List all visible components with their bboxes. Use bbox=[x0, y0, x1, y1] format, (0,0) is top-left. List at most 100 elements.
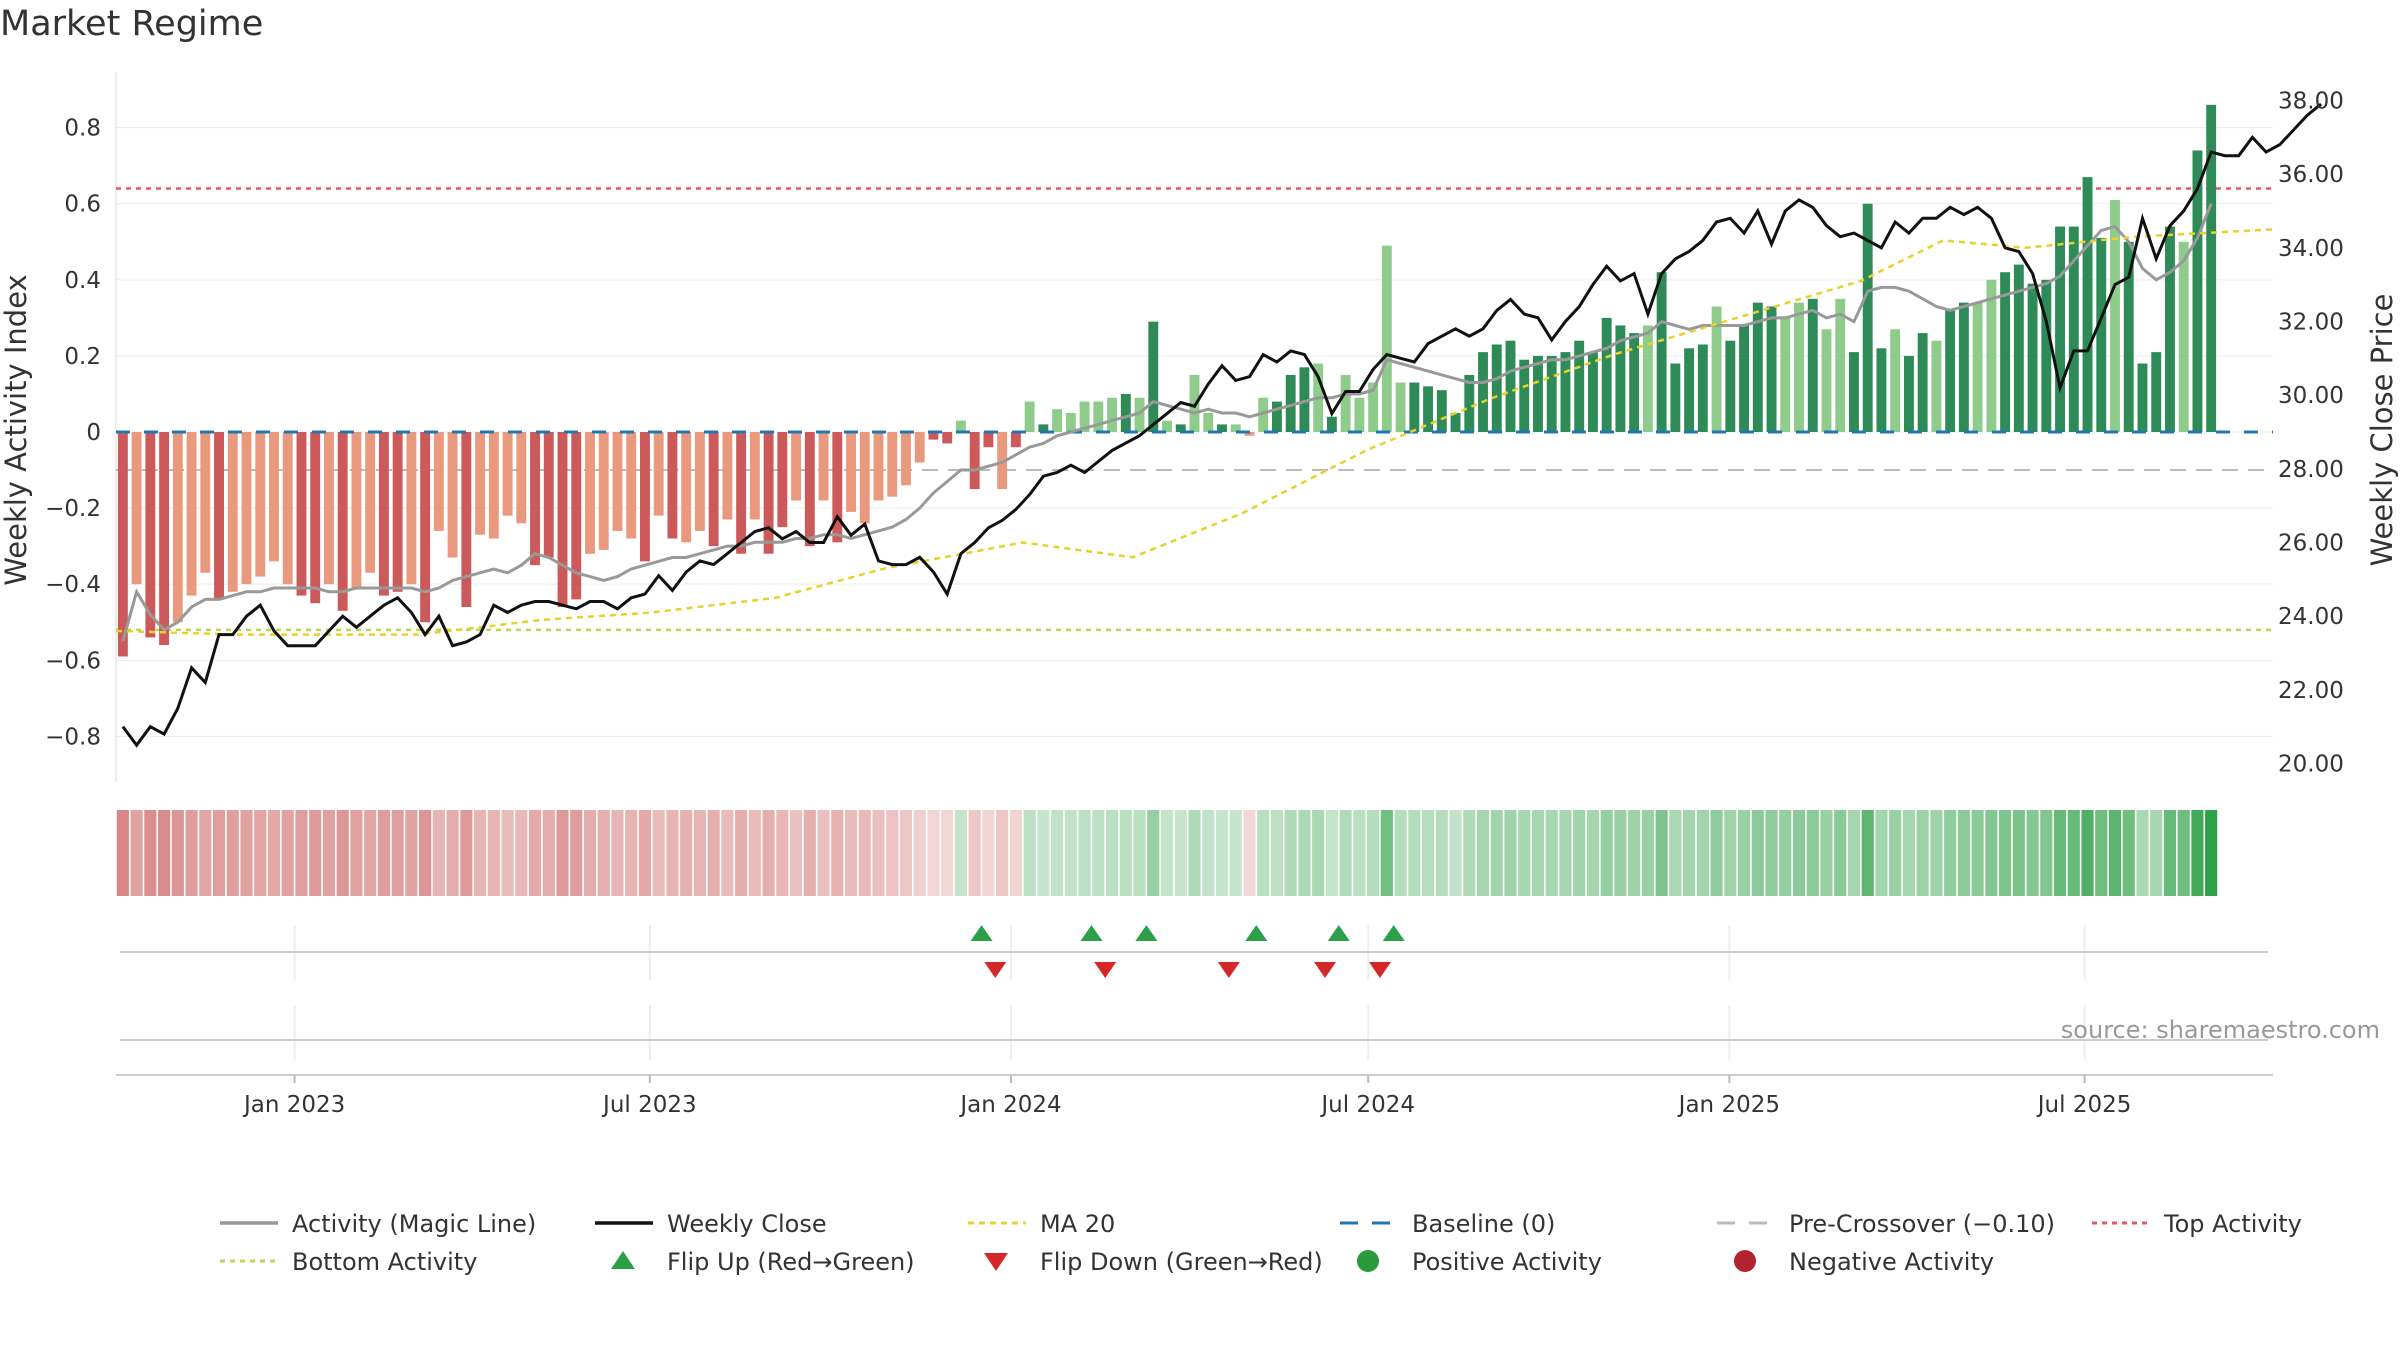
activity-bar bbox=[2013, 264, 2024, 432]
regime-strip-cell bbox=[2095, 810, 2108, 896]
regime-strip-cell bbox=[212, 810, 226, 896]
activity-bar bbox=[681, 432, 692, 543]
regime-strip-cell bbox=[1737, 810, 1751, 896]
activity-bar bbox=[1917, 333, 1928, 432]
regime-strip-cell bbox=[1957, 810, 1970, 896]
flip-up-marker bbox=[1245, 925, 1268, 941]
activity-bar bbox=[997, 432, 1008, 490]
regime-strip-cell bbox=[666, 810, 679, 896]
regime-strip-cell bbox=[254, 810, 267, 896]
regime-strip-cell bbox=[1806, 810, 1819, 896]
regime-strip-cell bbox=[1339, 810, 1352, 896]
activity-bar bbox=[1381, 245, 1392, 432]
regime-strip-cell bbox=[1133, 810, 1146, 896]
activity-bar bbox=[1024, 401, 1035, 432]
y-tick-right: 38.00 bbox=[2278, 88, 2344, 114]
y-tick-left: −0.8 bbox=[45, 724, 101, 750]
regime-strip-cell bbox=[1325, 810, 1338, 896]
regime-strip-cell bbox=[240, 810, 253, 896]
activity-bar bbox=[1560, 352, 1571, 432]
regime-strip-cell bbox=[487, 810, 500, 896]
activity-bar bbox=[282, 432, 293, 585]
regime-strip-cell bbox=[1119, 810, 1132, 896]
activity-bar bbox=[1217, 424, 1227, 432]
activity-bar bbox=[2055, 226, 2065, 432]
activity-bar bbox=[1436, 390, 1447, 432]
y-axis-label-left: Weekly Activity Index bbox=[0, 274, 33, 585]
regime-strip-cell bbox=[1944, 810, 1957, 896]
regime-strip-cell bbox=[1270, 810, 1284, 896]
flip-down-marker bbox=[1094, 962, 1117, 978]
activity-bar bbox=[1409, 382, 1420, 432]
legend-label: Baseline (0) bbox=[1412, 1210, 1555, 1238]
activity-bar bbox=[1038, 424, 1049, 432]
activity-bar bbox=[1890, 329, 1901, 432]
activity-bar bbox=[227, 432, 238, 592]
regime-strip-cell bbox=[1476, 810, 1490, 896]
regime-strip-cell bbox=[267, 810, 281, 896]
regime-strip-cell bbox=[735, 810, 748, 896]
activity-bar bbox=[818, 432, 829, 501]
regime-strip-cell bbox=[542, 810, 555, 896]
regime-strip-cell bbox=[1765, 810, 1778, 896]
activity-bar bbox=[694, 432, 705, 531]
legend-item-flipup: Flip Up (Red→Green) bbox=[611, 1248, 915, 1276]
regime-strip-cell bbox=[1655, 810, 1668, 896]
regime-strip-cell bbox=[474, 810, 487, 896]
activity-bar bbox=[763, 432, 774, 554]
regime-strip-cell bbox=[1421, 810, 1435, 896]
regime-strip-cell bbox=[185, 810, 198, 896]
activity-bar bbox=[1134, 397, 1145, 432]
regime-strip-cell bbox=[927, 810, 940, 896]
regime-strip-cell bbox=[611, 810, 624, 896]
legend-label: MA 20 bbox=[1040, 1210, 1115, 1238]
activity-bar bbox=[1546, 355, 1557, 432]
right-axis: 38.00 36.00 34.00 32.00 30.00 28.00 26.00 24.00… bbox=[2278, 88, 2344, 777]
regime-strip-cell bbox=[460, 810, 473, 896]
regime-strip-cell bbox=[968, 810, 981, 896]
regime-strip-cell bbox=[954, 810, 968, 896]
regime-strip-cell bbox=[1999, 810, 2012, 896]
grid bbox=[115, 72, 2273, 1060]
regime-strip-cell bbox=[1724, 810, 1737, 896]
y-tick-left: 0.6 bbox=[64, 192, 101, 218]
activity-bar bbox=[901, 432, 911, 486]
activity-bar bbox=[296, 432, 307, 596]
activity-bar bbox=[1862, 203, 1873, 432]
activity-bar bbox=[639, 432, 650, 562]
regime-strip-cell bbox=[364, 810, 377, 896]
regime-strip-cell bbox=[199, 810, 212, 896]
activity-bar bbox=[1203, 412, 1214, 432]
regime-strip-cell bbox=[2177, 810, 2190, 896]
regime-strip-cell bbox=[625, 810, 638, 896]
activity-bar bbox=[1478, 352, 1488, 432]
activity-bar bbox=[1258, 397, 1269, 432]
activity-bar bbox=[1807, 298, 1818, 432]
regime-strip-cell bbox=[1545, 810, 1558, 896]
regime-strip-cell bbox=[336, 810, 349, 896]
y-tick-left: −0.2 bbox=[45, 496, 101, 522]
regime-strip-cell bbox=[1641, 810, 1654, 896]
regime-strip-cell bbox=[1518, 810, 1531, 896]
regime-strip-cell bbox=[1353, 810, 1366, 896]
activity-bar bbox=[1670, 363, 1681, 432]
activity-bar bbox=[653, 432, 664, 516]
activity-bar bbox=[447, 432, 458, 558]
regime-strip-cell bbox=[1792, 810, 1806, 896]
legend-label: Activity (Magic Line) bbox=[292, 1210, 536, 1238]
activity-bar bbox=[131, 432, 142, 585]
activity-bar bbox=[804, 432, 815, 547]
y-tick-left: 0 bbox=[86, 420, 101, 446]
regime-strip-cell bbox=[1490, 810, 1503, 896]
regime-strip-cell bbox=[1243, 810, 1256, 896]
activity-bar bbox=[955, 420, 966, 432]
activity-bar bbox=[1752, 302, 1763, 432]
regime-strip-cell bbox=[322, 810, 336, 896]
regime-strip-cell bbox=[1312, 810, 1325, 896]
y-tick-left: 0.2 bbox=[64, 344, 101, 370]
flip-down-marker bbox=[1368, 962, 1391, 978]
activity-bar bbox=[736, 432, 747, 554]
regime-strip-cell bbox=[116, 810, 129, 896]
flip-down-marker bbox=[984, 962, 1007, 978]
